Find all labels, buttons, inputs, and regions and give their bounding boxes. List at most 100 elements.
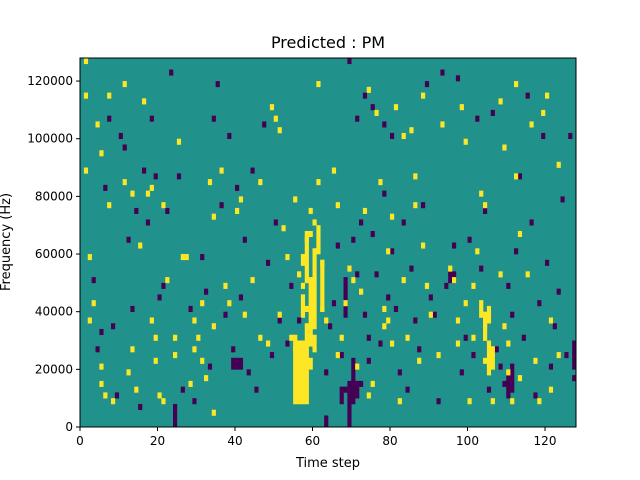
y-tick-label: 20000 (35, 362, 73, 376)
high-cell (285, 254, 290, 261)
high-cell (99, 380, 104, 387)
high-cell (440, 121, 445, 128)
low-cell (428, 294, 433, 301)
high-cell (525, 271, 530, 278)
low-cell (417, 346, 422, 353)
low-cell (362, 311, 368, 318)
high-cell (87, 254, 92, 261)
low-cell (390, 248, 395, 255)
high-cell (424, 282, 430, 289)
low-cell (339, 386, 344, 405)
low-cell (103, 184, 108, 191)
low-cell (142, 167, 147, 174)
low-cell (436, 398, 441, 405)
high-cell (498, 271, 503, 278)
low-cell (165, 207, 170, 214)
x-tick-label: 80 (382, 434, 397, 448)
high-cell (517, 230, 523, 238)
high-cell (134, 386, 139, 393)
low-cell (250, 167, 255, 174)
low-cell (138, 403, 143, 411)
high-cell (397, 398, 402, 405)
low-cell (444, 282, 449, 289)
high-cell (378, 179, 383, 186)
low-cell (324, 369, 329, 376)
high-cell (200, 357, 205, 364)
high-cell (405, 334, 410, 341)
low-cell (242, 236, 247, 243)
high-cell (99, 150, 104, 157)
high-cell (548, 317, 554, 324)
high-cell (130, 190, 135, 197)
high-cell (386, 248, 391, 255)
x-axis-label: Time step (295, 456, 360, 471)
x-tick-label: 40 (227, 434, 242, 448)
low-cell (122, 144, 127, 151)
low-cell (424, 81, 430, 88)
high-cell (498, 98, 503, 105)
high-cell (390, 340, 395, 347)
low-cell (180, 386, 185, 393)
low-cell (347, 58, 352, 65)
high-cell (362, 207, 368, 214)
low-cell (502, 380, 507, 387)
low-cell (99, 328, 104, 336)
high-cell (316, 179, 321, 186)
x-tick-label: 120 (534, 434, 557, 448)
low-cell (188, 305, 193, 312)
low-cell (297, 317, 302, 324)
high-cell (204, 375, 209, 382)
high-cell (258, 334, 263, 341)
low-cell (266, 259, 271, 266)
low-cell (506, 375, 511, 399)
low-cell (211, 115, 216, 122)
low-cell (227, 132, 232, 140)
high-cell (207, 179, 213, 186)
high-cell (529, 121, 534, 128)
y-tick-label: 0 (65, 420, 73, 434)
low-cell (254, 386, 259, 393)
low-cell (362, 92, 368, 99)
high-cell (300, 294, 306, 318)
high-cell (192, 346, 197, 353)
low-cell (572, 375, 577, 382)
high-cell (541, 109, 546, 116)
low-cell (235, 357, 240, 370)
high-cell (180, 254, 185, 261)
low-cell (351, 236, 356, 243)
high-cell (471, 334, 476, 341)
low-cell (413, 317, 418, 324)
low-cell (289, 282, 294, 289)
low-cell (355, 271, 360, 278)
high-cell (196, 334, 201, 341)
low-cell (382, 121, 387, 128)
high-cell (297, 271, 302, 278)
low-cell (238, 294, 244, 301)
low-cell (393, 305, 399, 312)
low-cell (517, 173, 523, 180)
high-cell (483, 311, 488, 341)
low-cell (494, 346, 499, 353)
high-cell (304, 305, 309, 312)
low-cell (521, 334, 526, 341)
high-cell (343, 300, 348, 307)
high-cell (83, 167, 89, 174)
high-cell (366, 86, 371, 93)
low-cell (223, 311, 228, 318)
chart-title: Predicted : PM (271, 33, 385, 52)
low-cell (463, 334, 468, 341)
low-cell (153, 173, 158, 180)
high-cell (173, 352, 178, 359)
high-cell (308, 207, 313, 214)
high-cell (316, 81, 321, 88)
low-cell (529, 219, 534, 226)
high-cell (335, 352, 340, 359)
high-cell (200, 300, 205, 307)
low-cell (459, 369, 464, 376)
high-cell (153, 334, 158, 341)
high-cell (463, 300, 468, 307)
low-cell (331, 300, 337, 307)
low-cell (277, 317, 282, 324)
high-cell (331, 167, 337, 174)
